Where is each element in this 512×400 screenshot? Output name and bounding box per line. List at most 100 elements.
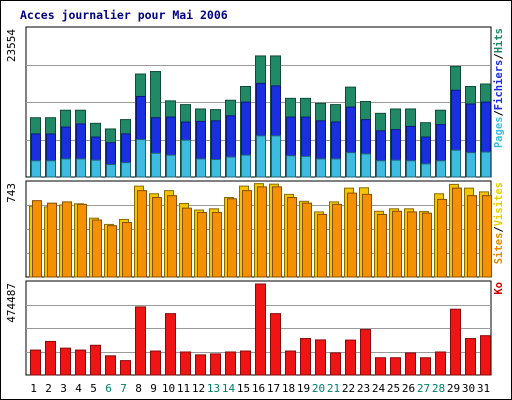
bar-sites-day-27: [422, 212, 432, 278]
bar-pages-day-13: [211, 159, 221, 178]
bar-pages-day-23: [361, 153, 371, 178]
bar-pages-day-20: [316, 158, 326, 178]
bar-ko-day-2: [45, 340, 56, 376]
bar-ko-day-24: [375, 357, 386, 376]
chart-title: Acces journalier pour Mai 2006: [20, 8, 228, 22]
bar-sites-day-24: [377, 213, 387, 278]
bar-ko-day-20: [315, 339, 326, 376]
legend-volume: Ko: [493, 282, 505, 295]
bar-sites-day-30: [467, 195, 477, 278]
bar-ko-day-19: [300, 338, 311, 376]
bar-pages-day-14: [226, 156, 236, 178]
legend-entry: Hits: [493, 28, 505, 53]
bar-sites-day-22: [347, 192, 357, 278]
legend-entry: Fichiers: [493, 60, 505, 111]
legend-entry: /: [493, 110, 505, 116]
x-tick-label: 2: [45, 382, 52, 395]
bar-pages-day-7: [121, 162, 131, 178]
bar-ko-day-12: [195, 354, 206, 376]
ymax-label-volume: 474487: [5, 283, 18, 323]
bar-sites-day-29: [452, 187, 462, 278]
bar-pages-day-22: [346, 152, 356, 178]
legend-entry: Ko: [493, 282, 505, 295]
bar-ko-day-22: [345, 339, 356, 376]
x-tick-label: 31: [477, 382, 490, 395]
bar-ko-day-6: [105, 355, 116, 376]
x-tick-label: 28: [432, 382, 445, 395]
bar-ko-day-8: [135, 306, 146, 376]
legend-entry: Pages: [493, 117, 505, 149]
x-tick-label: 8: [135, 382, 142, 395]
bar-pages-day-31: [481, 151, 491, 178]
bar-ko-day-3: [60, 347, 71, 376]
x-tick-label: 5: [90, 382, 97, 395]
bar-pages-day-27: [421, 163, 431, 178]
bar-sites-day-15: [242, 190, 252, 278]
bar-sites-day-10: [167, 195, 177, 278]
bar-pages-day-17: [271, 135, 281, 178]
bar-ko-day-11: [180, 351, 191, 376]
x-tick-label: 11: [177, 382, 190, 395]
bar-sites-day-20: [317, 213, 327, 278]
x-tick-label: 6: [105, 382, 112, 395]
bar-pages-day-30: [466, 152, 476, 178]
bar-pages-day-11: [181, 139, 191, 178]
bar-ko-day-1: [30, 349, 41, 376]
bar-sites-day-3: [62, 201, 72, 278]
bar-ko-day-29: [450, 308, 461, 376]
bar-pages-day-4: [76, 158, 86, 178]
bar-sites-day-18: [287, 197, 297, 278]
bar-pages-day-9: [151, 152, 161, 178]
bar-sites-day-1: [32, 200, 42, 278]
bar-pages-day-8: [136, 139, 146, 178]
x-tick-label: 22: [342, 382, 355, 395]
bar-pages-day-24: [376, 160, 386, 178]
bar-pages-day-10: [166, 154, 176, 178]
bar-ko-day-28: [435, 351, 446, 376]
bar-sites-day-13: [212, 212, 222, 278]
bar-pages-day-26: [406, 160, 416, 178]
x-tick-label: 7: [120, 382, 127, 395]
bar-sites-day-9: [152, 197, 162, 278]
bar-pages-day-18: [286, 155, 296, 178]
bar-sites-day-17: [272, 186, 282, 278]
legend-entry: /: [493, 226, 505, 232]
bar-ko-day-13: [210, 353, 221, 376]
x-tick-label: 26: [402, 382, 415, 395]
x-tick-label: 14: [222, 382, 236, 395]
bar-pages-day-21: [331, 158, 341, 178]
x-tick-label: 4: [75, 382, 82, 395]
bar-sites-day-26: [407, 211, 417, 278]
x-tick-label: 24: [372, 382, 386, 395]
bar-sites-day-19: [302, 202, 312, 278]
x-tick-label: 25: [387, 382, 400, 395]
bar-ko-day-21: [330, 352, 341, 376]
bar-pages-day-12: [196, 158, 206, 178]
bar-ko-day-5: [90, 344, 101, 376]
bar-ko-day-26: [405, 352, 416, 376]
bar-sites-day-7: [122, 222, 132, 278]
bar-ko-day-17: [270, 313, 281, 376]
bar-sites-day-23: [362, 193, 372, 278]
x-tick-label: 15: [237, 382, 250, 395]
x-tick-label: 20: [312, 382, 325, 395]
panel-volume: 474487 Ko: [5, 280, 505, 376]
bar-pages-day-6: [106, 164, 116, 178]
x-tick-label: 17: [267, 382, 280, 395]
legend-entry: Sites: [493, 233, 505, 265]
x-tick-label: 21: [327, 382, 340, 395]
bar-ko-day-15: [240, 350, 251, 376]
legend-visits: Sites/Visites: [493, 182, 505, 264]
x-tick-label: 29: [447, 382, 460, 395]
bar-ko-day-10: [165, 313, 176, 376]
bar-pages-day-28: [436, 160, 446, 178]
panel-visits: 743 Sites/Visites: [5, 180, 505, 278]
x-tick-label: 1: [30, 382, 37, 395]
ymax-label-traffic: 23554: [5, 29, 18, 62]
bar-pages-day-5: [91, 159, 101, 178]
legend-entry: Visites: [493, 182, 505, 226]
bar-sites-day-8: [137, 190, 147, 278]
bar-ko-day-25: [390, 357, 401, 376]
